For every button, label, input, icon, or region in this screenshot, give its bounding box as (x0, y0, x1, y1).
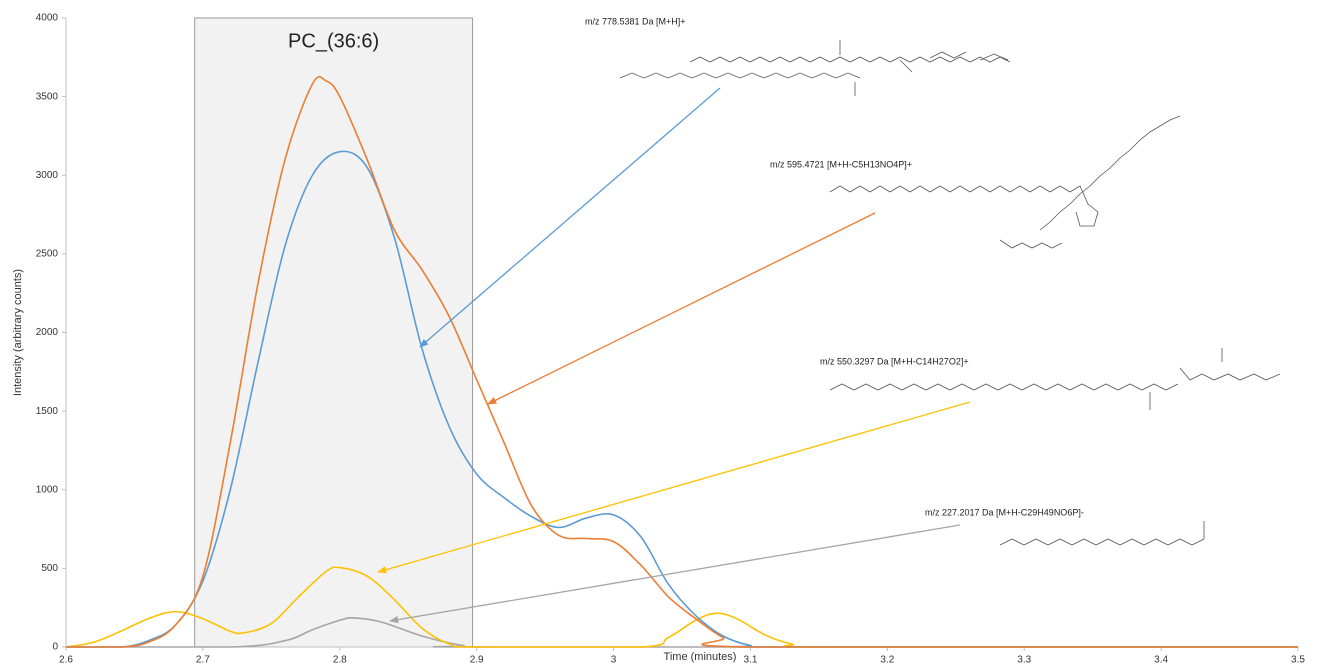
x-tick-label: 3.1 (743, 655, 757, 666)
series-line (66, 617, 1298, 648)
x-axis-title: Time (minutes) (664, 651, 737, 663)
annotation: m/z 778.5381 Da [M+H]+ (585, 16, 686, 26)
x-tick-label: 3.3 (1017, 655, 1031, 666)
y-tick-label: 2000 (36, 327, 59, 338)
y-tick-label: 2500 (36, 249, 59, 260)
annotation-arrow (389, 524, 961, 624)
annotation-arrow (377, 401, 971, 574)
series-line (66, 150, 1298, 648)
annotation-arrow (487, 212, 876, 405)
series-line (65, 566, 1298, 648)
annotation: m/z 550.3297 Da [M+H-C14H27O2]+ (820, 356, 969, 366)
x-tick-label: 2.8 (333, 655, 347, 666)
y-tick-label: 1000 (36, 484, 59, 495)
x-tick-label: 3.2 (880, 655, 894, 666)
annotation-arrow (419, 87, 721, 348)
structure (619, 40, 1011, 96)
x-tick-label: 3.4 (1154, 655, 1168, 666)
x-tick-label: 2.9 (470, 655, 484, 666)
annotation: m/z 227.2017 Da [M+H-C29H49NO6P]- (925, 507, 1084, 517)
highlight-label: PC_(36:6) (288, 30, 379, 52)
annotation: m/z 595.4721 [M+H-C5H13NO4P]+ (770, 159, 912, 169)
highlight-region (194, 17, 474, 648)
x-tick-label: 3 (611, 655, 617, 666)
y-tick-label: 3000 (36, 170, 59, 181)
y-tick-label: 4000 (36, 13, 59, 24)
y-tick-label: 0 (52, 642, 58, 653)
y-axis-title: Intensity (arbitrary counts) (12, 269, 24, 396)
x-tick-label: 2.6 (59, 655, 73, 666)
x-tick-label: 3.5 (1291, 655, 1305, 666)
structures (619, 40, 1281, 546)
structure (829, 115, 1181, 249)
structure (999, 521, 1205, 546)
series-line (66, 75, 1298, 648)
x-tick-label: 2.7 (196, 655, 210, 666)
y-tick-label: 500 (41, 563, 58, 574)
y-tick-label: 3500 (36, 91, 59, 102)
y-tick-label: 1500 (36, 406, 59, 417)
structure (829, 348, 1281, 410)
